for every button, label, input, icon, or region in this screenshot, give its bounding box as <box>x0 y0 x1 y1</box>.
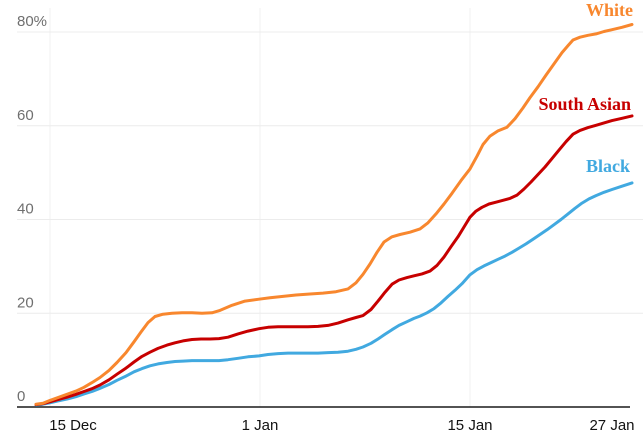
x-tick-label: 27 Jan <box>589 417 634 434</box>
y-tick-label: 40 <box>17 201 34 218</box>
series-label-black: Black <box>585 156 630 176</box>
x-tick-label: 15 Jan <box>447 417 492 434</box>
line-white <box>34 23 634 406</box>
x-tick-label: 1 Jan <box>242 417 279 434</box>
y-tick-label: 0 <box>17 388 25 405</box>
line-black <box>34 181 634 407</box>
y-tick-label: 60 <box>17 107 34 124</box>
x-tick-label: 15 Dec <box>49 417 97 434</box>
series-label-white: White <box>586 0 633 20</box>
y-tick-label: 80% <box>17 13 47 30</box>
y-tick-label: 20 <box>17 294 34 311</box>
line-south-asian <box>34 114 634 407</box>
series-label-south-asian: South Asian <box>538 94 631 114</box>
